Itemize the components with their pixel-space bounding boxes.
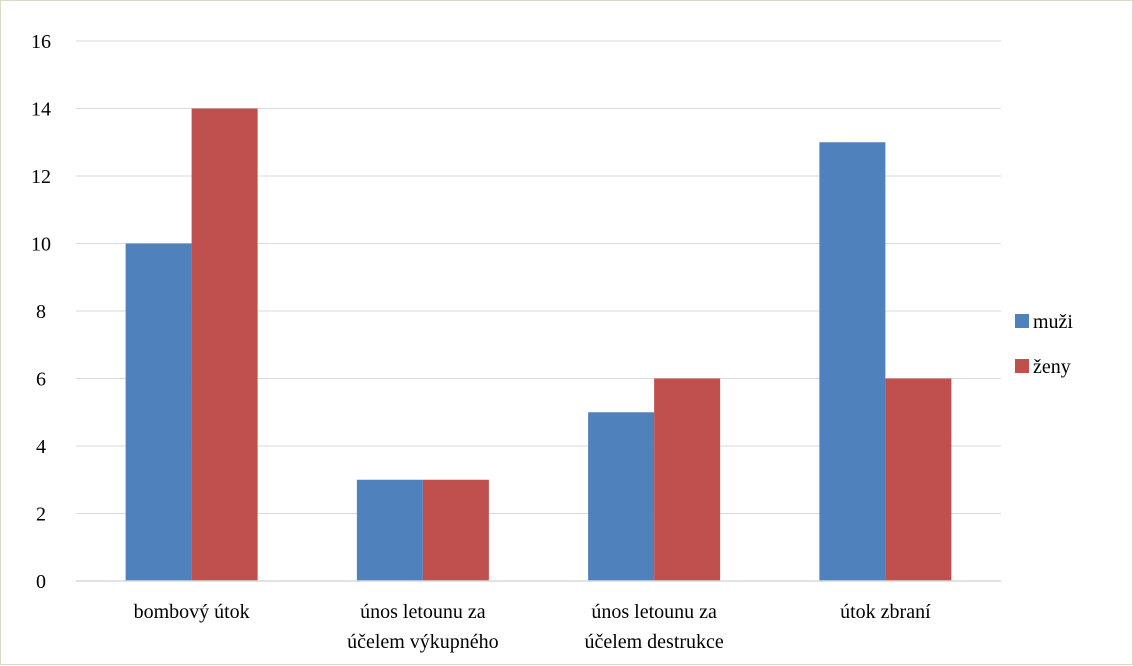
bar-muži-2 (588, 412, 655, 581)
bar-ženy-2 (654, 378, 721, 581)
x-category-label: útok zbraní (840, 601, 931, 623)
bar-muži-3 (819, 142, 886, 581)
x-category-label: únos letounu za (591, 601, 717, 623)
x-category-label: bombový útok (134, 601, 250, 623)
bar-ženy-0 (191, 108, 258, 581)
y-tick-label: 6 (36, 369, 46, 391)
bar-ženy-3 (885, 378, 952, 581)
y-tick-label: 16 (31, 31, 51, 53)
bar-muži-0 (125, 243, 192, 581)
y-tick-label: 14 (31, 99, 51, 121)
x-category-label: účelem výkupného (347, 631, 499, 653)
legend-label: ženy (1033, 356, 1071, 378)
y-tick-label: 10 (31, 234, 51, 256)
y-tick-label: 12 (31, 166, 51, 188)
bar-ženy-1 (422, 479, 489, 581)
y-tick-label: 0 (36, 571, 46, 593)
legend-swatch-muži (1015, 314, 1029, 328)
bar-muži-1 (356, 479, 423, 581)
y-tick-label: 4 (36, 436, 46, 458)
legend-label: muži (1033, 311, 1073, 333)
y-tick-label: 2 (36, 504, 46, 526)
x-category-label: únos letounu za (360, 601, 486, 623)
x-category-label: účelem destrukce (584, 631, 723, 653)
legend-swatch-ženy (1015, 359, 1029, 373)
y-axis-ticks: 0 2 4 6 8 10 12 14 16 (31, 31, 51, 593)
y-tick-label: 8 (36, 301, 46, 323)
x-axis-category-labels: bombový útok únos letounu za účelem výkupn… (134, 601, 932, 653)
bars (125, 108, 952, 581)
legend: muži ženy (1015, 311, 1073, 378)
